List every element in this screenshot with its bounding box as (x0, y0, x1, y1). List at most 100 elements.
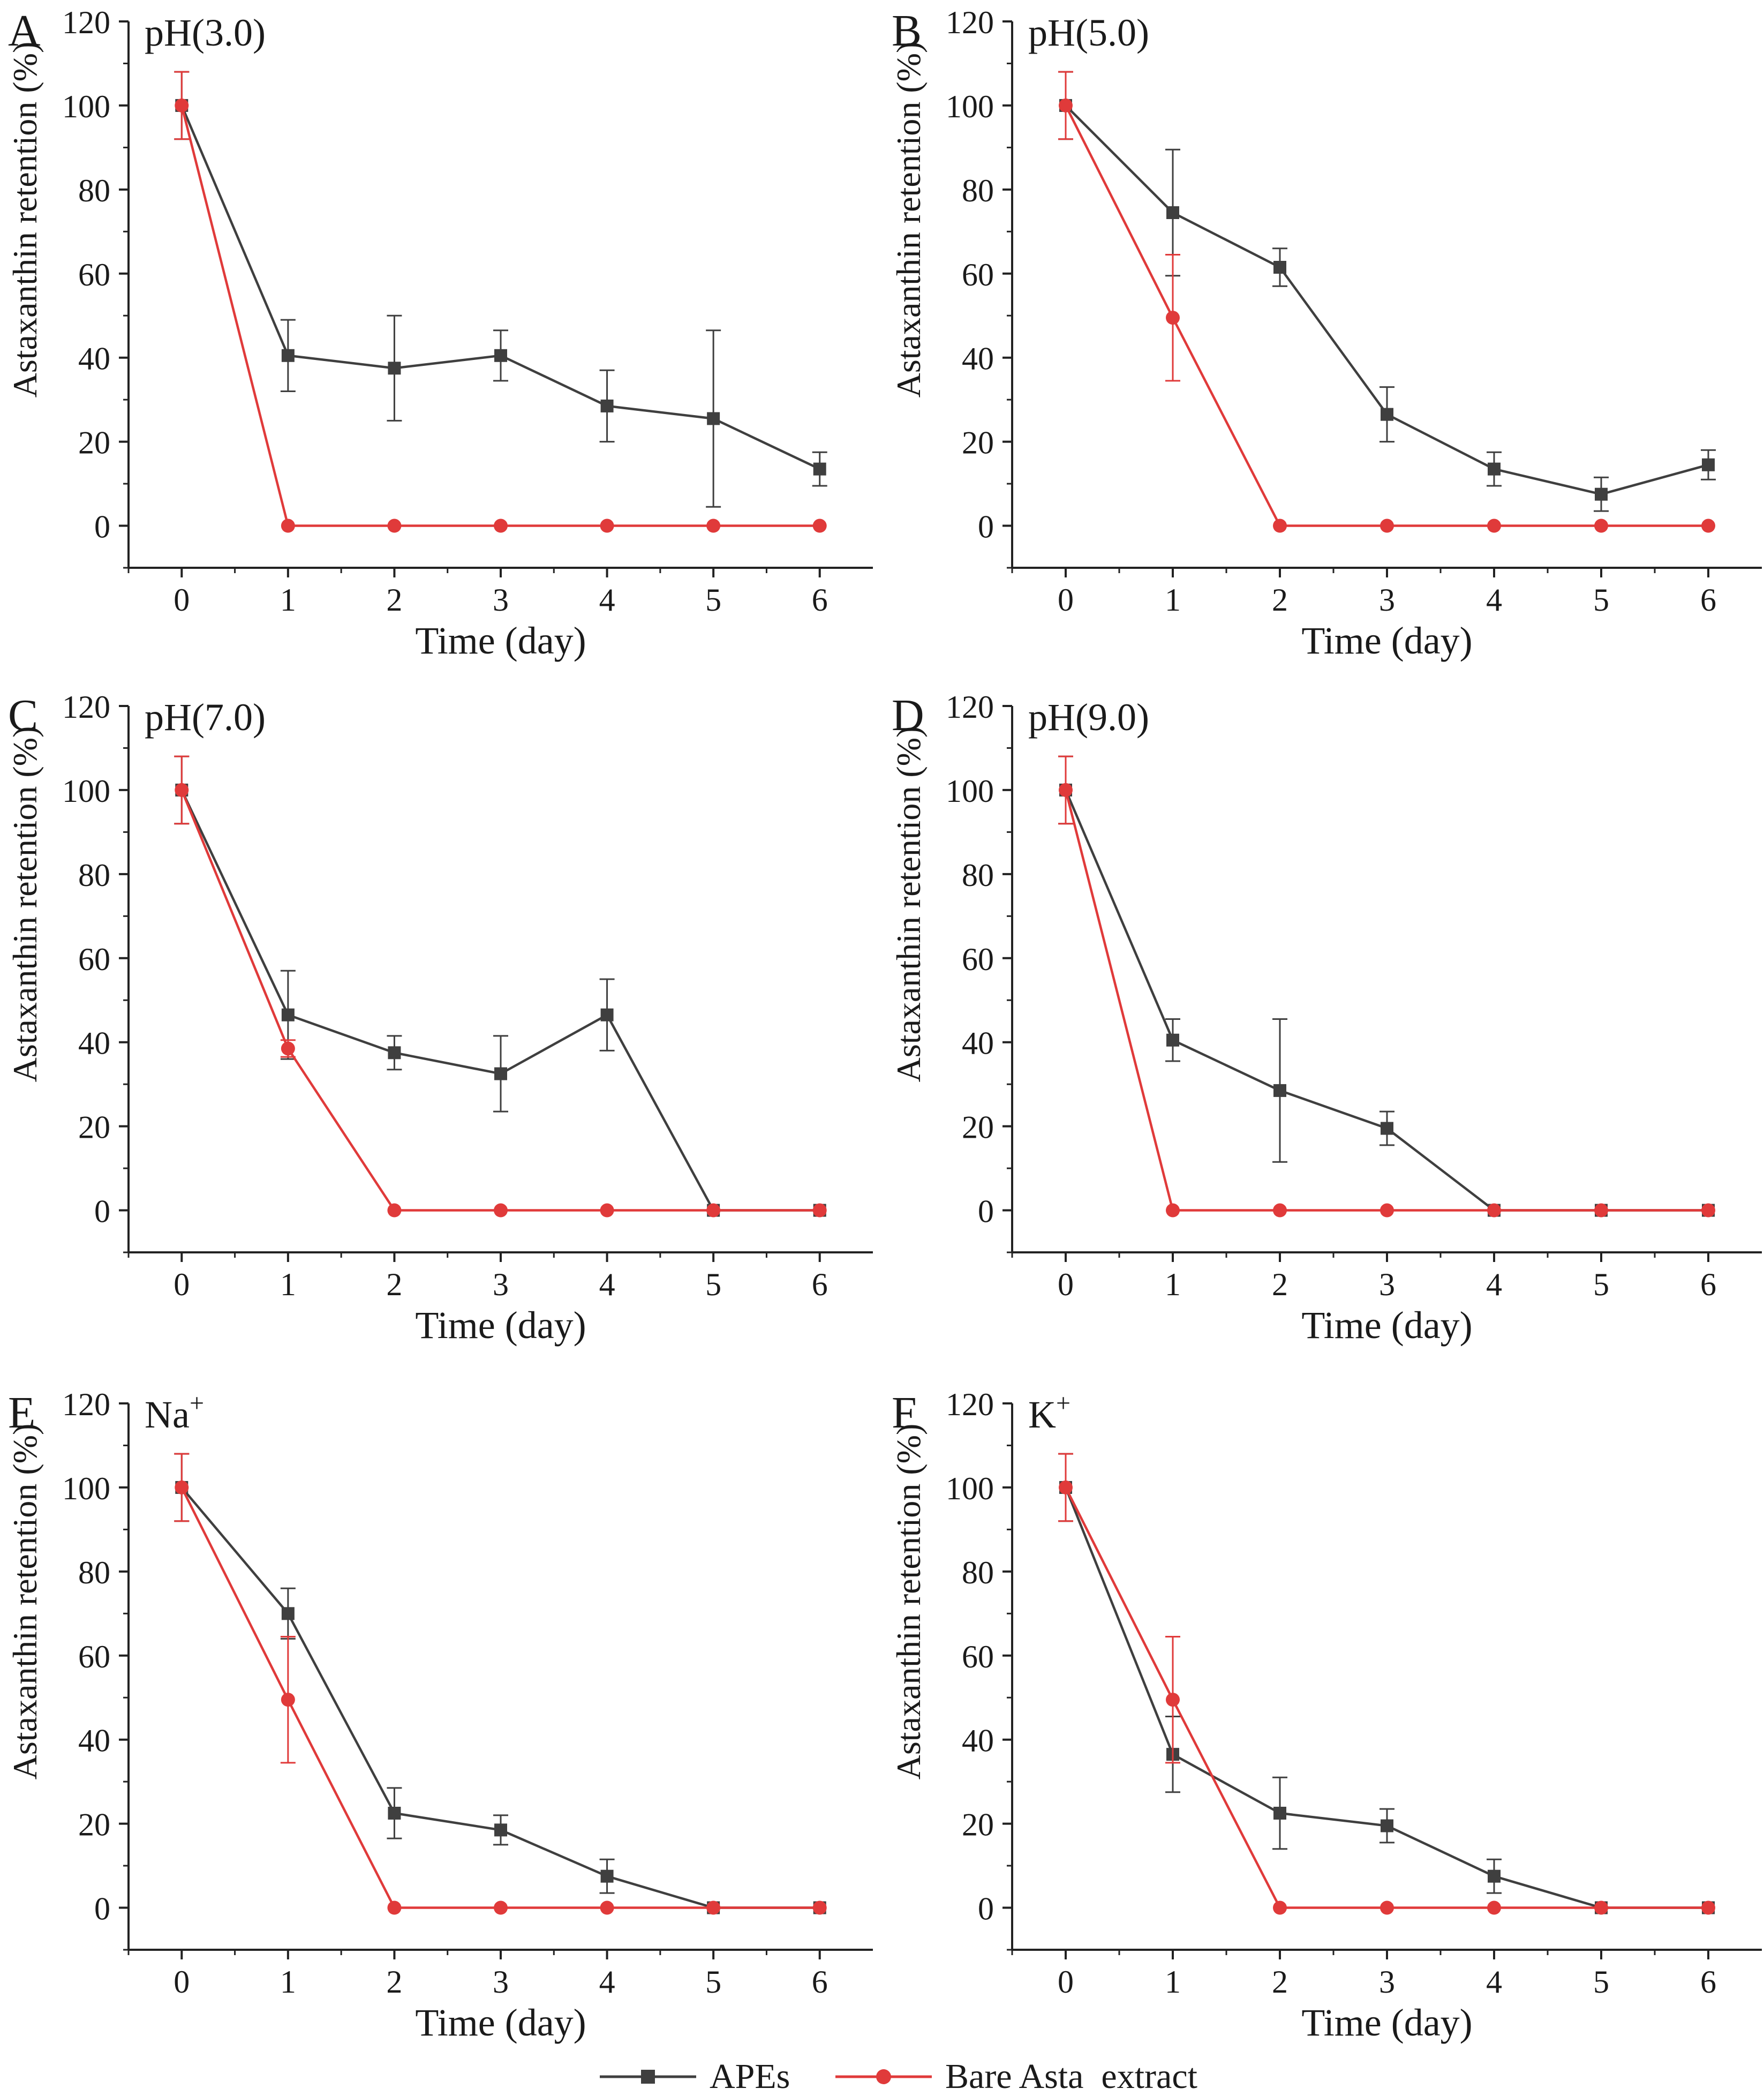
chart-panel-e: 0 20 40 60 80 100 120 0 1 2 3 4 5 6 Time (day) Astaxant… (6, 1387, 873, 2044)
x-tick-label: 3 (1379, 1267, 1395, 1302)
data-point (1273, 1203, 1287, 1218)
y-tick-label: 100 (62, 1471, 110, 1506)
x-tick-label: 0 (1058, 1267, 1074, 1302)
data-point (1487, 1900, 1501, 1915)
x-tick-label: 4 (599, 582, 615, 618)
y-axis-label: Astaxanthin retention (%) (889, 42, 928, 398)
data-point (281, 1041, 295, 1056)
x-tick-label: 6 (1700, 1267, 1716, 1302)
x-tick-label: 2 (1272, 582, 1288, 618)
y-tick-label: 120 (946, 689, 994, 725)
y-tick-label: 80 (962, 1555, 994, 1590)
y-tick-label: 100 (62, 89, 110, 124)
data-point (1487, 1203, 1501, 1218)
data-point (494, 1203, 508, 1218)
y-tick-label: 40 (78, 1723, 110, 1759)
data-point (494, 519, 508, 533)
x-tick-label: 2 (1272, 1267, 1288, 1302)
y-tick-label: 40 (962, 1026, 994, 1061)
chart-panel-a: 0 20 40 60 80 100 120 0 1 2 3 4 5 6 Time (day) Astaxant… (6, 5, 873, 662)
y-tick-label: 100 (946, 773, 994, 809)
chart-panel-f: 0 20 40 60 80 100 120 0 1 2 3 4 5 6 Time (day) Astaxant… (889, 1387, 1762, 2044)
y-tick-label: 20 (962, 1110, 994, 1145)
y-tick-label: 80 (78, 1555, 110, 1590)
data-point (281, 1693, 295, 1707)
legend-apes-label: APEs (710, 2057, 790, 2096)
x-tick-label: 1 (1165, 1267, 1181, 1302)
x-tick-label: 4 (1486, 1964, 1502, 2000)
data-point (1380, 1203, 1394, 1218)
panel-letter-f: F (892, 1388, 917, 1438)
panel-letter-d: D (892, 690, 924, 740)
chart-panel-b: 0 20 40 60 80 100 120 0 1 2 3 4 5 6 Time (day) Astaxant… (889, 5, 1762, 662)
data-point (388, 1046, 401, 1060)
y-tick-label: 40 (78, 1026, 110, 1061)
chart-panel-d: 0 20 40 60 80 100 120 0 1 2 3 4 5 6 Time (day) Astaxant… (889, 689, 1762, 1347)
y-axis-label: Astaxanthin retention (%) (889, 1424, 928, 1780)
panel-letter-b: B (892, 6, 922, 56)
x-tick-label: 0 (174, 1964, 190, 2000)
y-tick-label: 120 (946, 1387, 994, 1422)
x-tick-label: 1 (1165, 1964, 1181, 2000)
data-point (1701, 1203, 1715, 1218)
legend-bare-label: Bare Asta extract (945, 2057, 1197, 2096)
x-tick-label: 6 (1700, 582, 1716, 618)
x-axis-label: Time (day) (415, 619, 586, 662)
data-point (387, 1900, 402, 1915)
x-tick-label: 4 (599, 1267, 615, 1302)
data-point (600, 1900, 614, 1915)
panel-title: pH(5.0) (1028, 11, 1149, 54)
x-tick-label: 3 (1379, 582, 1395, 618)
x-tick-label: 2 (386, 582, 402, 618)
y-tick-label: 60 (78, 257, 110, 292)
data-point (1380, 1900, 1394, 1915)
x-tick-label: 3 (493, 1267, 509, 1302)
x-tick-label: 1 (1165, 582, 1181, 618)
y-tick-label: 120 (62, 1387, 110, 1422)
panel-letter-c: C (8, 690, 38, 740)
data-point (812, 1900, 827, 1915)
data-point (1594, 1203, 1608, 1218)
x-axis-label: Time (day) (415, 2001, 586, 2044)
data-point (1059, 1480, 1073, 1494)
x-tick-label: 6 (812, 1267, 828, 1302)
y-tick-label: 60 (962, 942, 994, 977)
series-apes (174, 71, 827, 508)
data-point (707, 412, 720, 425)
x-axis-label: Time (day) (1301, 619, 1472, 662)
chart-panel-c: 0 20 40 60 80 100 120 0 1 2 3 4 5 6 Time (day) Astaxant… (6, 689, 873, 1347)
x-tick-label: 3 (1379, 1964, 1395, 2000)
y-tick-label: 100 (946, 89, 994, 124)
data-point (1381, 1819, 1393, 1832)
panel-title-superscript: + (190, 1389, 204, 1417)
y-tick-label: 0 (978, 509, 994, 545)
data-point (1488, 462, 1501, 476)
y-tick-label: 40 (962, 1723, 994, 1759)
data-point (1381, 408, 1393, 421)
y-tick-label: 40 (962, 341, 994, 377)
x-tick-label: 4 (599, 1964, 615, 2000)
y-tick-label: 60 (962, 1639, 994, 1674)
x-tick-label: 3 (493, 1964, 509, 2000)
series-bare (1058, 755, 1715, 1218)
x-tick-label: 5 (1593, 1267, 1609, 1302)
data-point (600, 1869, 614, 1883)
data-point (600, 1008, 614, 1021)
data-point (175, 98, 189, 112)
data-point (600, 519, 614, 533)
data-point (1488, 1869, 1501, 1883)
data-point (388, 362, 401, 375)
y-tick-label: 80 (962, 173, 994, 208)
y-tick-label: 120 (946, 5, 994, 40)
data-point (387, 519, 402, 533)
x-tick-label: 6 (1700, 1964, 1716, 2000)
x-tick-label: 3 (493, 582, 509, 618)
y-tick-label: 100 (946, 1471, 994, 1506)
y-tick-label: 120 (62, 689, 110, 725)
data-point (281, 1008, 295, 1021)
x-axis-label: Time (day) (415, 1304, 586, 1347)
y-axis-label: Astaxanthin retention (%) (6, 42, 44, 398)
data-point (175, 1480, 189, 1494)
panel-title: pH(7.0) (145, 696, 266, 739)
